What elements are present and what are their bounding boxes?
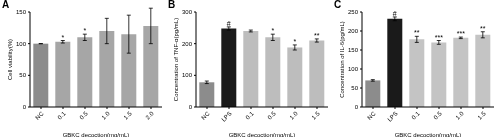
svg-text:#: # [227,20,231,27]
svg-text:LPS: LPS [386,110,398,122]
svg-text:0: 0 [23,104,27,110]
html-text:C: C [334,0,342,10]
svg-text:2.0: 2.0 [145,110,156,121]
svg-text:NC: NC [34,110,45,121]
svg-text:Concentration of TNF-α(pg/mL): Concentration of TNF-α(pg/mL) [173,18,179,101]
svg-text:1.0: 1.0 [289,110,300,121]
svg-text:*: * [83,27,86,34]
svg-text:#: # [393,10,397,17]
svg-text:200: 200 [348,28,359,34]
svg-text:*: * [271,27,274,34]
svg-text:150: 150 [16,9,27,15]
svg-text:*: * [293,38,296,45]
svg-text:LPS: LPS [220,110,232,122]
svg-text:**: ** [314,32,320,39]
svg-text:0.1: 0.1 [245,110,256,121]
svg-text:**: ** [414,29,420,36]
svg-text:100: 100 [16,41,27,47]
svg-text:300: 300 [182,9,193,15]
svg-text:0: 0 [189,104,193,110]
svg-text:0.5: 0.5 [433,110,444,121]
svg-text:0: 0 [355,104,359,110]
svg-text:150: 150 [348,47,359,53]
svg-text:1.0: 1.0 [455,110,466,121]
svg-text:1.5: 1.5 [123,110,134,121]
svg-text:100: 100 [348,66,359,72]
svg-text:**: ** [480,25,486,32]
svg-text:100: 100 [182,72,193,78]
svg-text:GBKC decoction(mg/mL): GBKC decoction(mg/mL) [395,132,462,137]
svg-text:1.5: 1.5 [477,110,488,121]
svg-text:Concentration of IL-6(pg/mL): Concentration of IL-6(pg/mL) [339,21,345,98]
svg-text:250: 250 [348,9,359,15]
svg-text:0.5: 0.5 [79,110,90,121]
svg-text:50: 50 [351,85,358,91]
svg-text:***: *** [435,34,443,41]
html-text:A: A [2,0,10,10]
svg-text:Cell viability(%): Cell viability(%) [8,39,13,80]
svg-text:***: *** [457,30,465,37]
svg-text:0.1: 0.1 [57,110,68,121]
html-text:B: B [168,0,176,10]
svg-text:NC: NC [200,110,211,121]
svg-text:50: 50 [19,72,26,78]
svg-text:200: 200 [182,41,193,47]
svg-text:1.0: 1.0 [101,110,112,121]
svg-text:GBKC decoction(mg/mL): GBKC decoction(mg/mL) [63,132,130,137]
svg-text:0.5: 0.5 [267,110,278,121]
svg-text:*: * [61,34,64,41]
svg-text:0.1: 0.1 [411,110,422,121]
svg-text:NC: NC [366,110,377,121]
svg-text:1.5: 1.5 [311,110,322,121]
svg-text:GBKC decoction(mg/mL): GBKC decoction(mg/mL) [229,132,296,137]
